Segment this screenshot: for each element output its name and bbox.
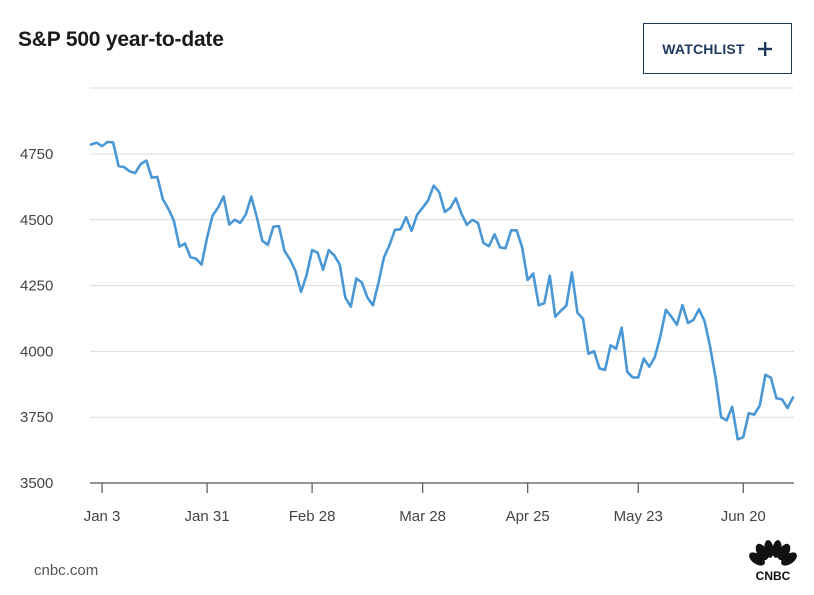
- x-tick-label: May 23: [614, 508, 663, 525]
- watchlist-label: WATCHLIST: [662, 40, 745, 57]
- y-tick-label: 4750: [20, 146, 53, 163]
- series-group: [89, 140, 795, 441]
- watchlist-button[interactable]: WATCHLIST: [643, 23, 792, 74]
- y-axis: 3500 3750 4000 4250 4500 4750: [20, 146, 53, 492]
- series-line: [89, 140, 795, 441]
- chart-grid: [90, 87, 794, 484]
- source-label: cnbc.com: [34, 562, 99, 579]
- x-tick-label: Mar 28: [399, 508, 446, 525]
- x-tick-label: Jun 20: [721, 508, 766, 525]
- x-tick-label: Feb 28: [289, 508, 336, 525]
- x-axis: Jan 3 Jan 31 Feb 28 Mar 28 Apr 25 May 23 Jun 2…: [84, 483, 766, 525]
- x-tick-label: Jan 3: [84, 508, 121, 525]
- y-tick-label: 4000: [20, 343, 53, 360]
- cnbc-peacock-logo: CNBC: [749, 540, 797, 583]
- plus-icon: [757, 41, 772, 56]
- logo-text: CNBC: [756, 569, 791, 583]
- y-tick-label: 3500: [20, 475, 53, 492]
- y-tick-label: 3750: [20, 409, 53, 426]
- chart-title: S&P 500 year-to-date: [18, 28, 224, 51]
- x-tick-label: Apr 25: [506, 508, 550, 525]
- sp500-line-chart: 3500 3750 4000 4250 4500 4750 Jan 3 Jan 31 Feb …: [20, 87, 795, 525]
- y-tick-label: 4500: [20, 212, 53, 229]
- y-tick-label: 4250: [20, 278, 53, 295]
- x-tick-label: Jan 31: [185, 508, 230, 525]
